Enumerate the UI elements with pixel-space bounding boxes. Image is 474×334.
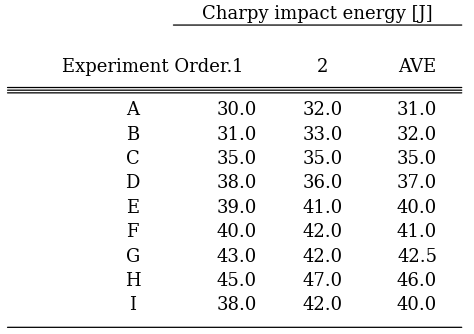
Text: 42.0: 42.0 bbox=[302, 223, 342, 241]
Text: 45.0: 45.0 bbox=[217, 272, 257, 290]
Text: 38.0: 38.0 bbox=[217, 296, 257, 314]
Text: 33.0: 33.0 bbox=[302, 126, 343, 144]
Text: 47.0: 47.0 bbox=[302, 272, 342, 290]
Text: C: C bbox=[126, 150, 140, 168]
Text: Experiment Order.: Experiment Order. bbox=[62, 58, 232, 76]
Text: 41.0: 41.0 bbox=[397, 223, 437, 241]
Text: AVE: AVE bbox=[398, 58, 436, 76]
Text: 42.5: 42.5 bbox=[397, 247, 437, 266]
Text: 46.0: 46.0 bbox=[397, 272, 437, 290]
Text: 36.0: 36.0 bbox=[302, 174, 343, 192]
Text: 38.0: 38.0 bbox=[217, 174, 257, 192]
Text: 43.0: 43.0 bbox=[217, 247, 257, 266]
Text: F: F bbox=[127, 223, 139, 241]
Text: 31.0: 31.0 bbox=[217, 126, 257, 144]
Text: 35.0: 35.0 bbox=[397, 150, 437, 168]
Text: 42.0: 42.0 bbox=[302, 247, 342, 266]
Text: I: I bbox=[129, 296, 136, 314]
Text: 41.0: 41.0 bbox=[302, 199, 342, 217]
Text: 35.0: 35.0 bbox=[217, 150, 257, 168]
Text: 37.0: 37.0 bbox=[397, 174, 437, 192]
Text: 31.0: 31.0 bbox=[397, 101, 438, 119]
Text: 30.0: 30.0 bbox=[217, 101, 257, 119]
Text: Charpy impact energy [J]: Charpy impact energy [J] bbox=[202, 5, 433, 23]
Text: 40.0: 40.0 bbox=[217, 223, 257, 241]
Text: G: G bbox=[126, 247, 140, 266]
Text: 39.0: 39.0 bbox=[217, 199, 257, 217]
Text: E: E bbox=[126, 199, 139, 217]
Text: 35.0: 35.0 bbox=[302, 150, 342, 168]
Text: 40.0: 40.0 bbox=[397, 296, 437, 314]
Text: 42.0: 42.0 bbox=[302, 296, 342, 314]
Text: 32.0: 32.0 bbox=[397, 126, 437, 144]
Text: 1: 1 bbox=[231, 58, 243, 76]
Text: D: D bbox=[126, 174, 140, 192]
Text: 32.0: 32.0 bbox=[302, 101, 342, 119]
Text: B: B bbox=[126, 126, 139, 144]
Text: H: H bbox=[125, 272, 140, 290]
Text: 40.0: 40.0 bbox=[397, 199, 437, 217]
Text: 2: 2 bbox=[317, 58, 328, 76]
Text: A: A bbox=[126, 101, 139, 119]
